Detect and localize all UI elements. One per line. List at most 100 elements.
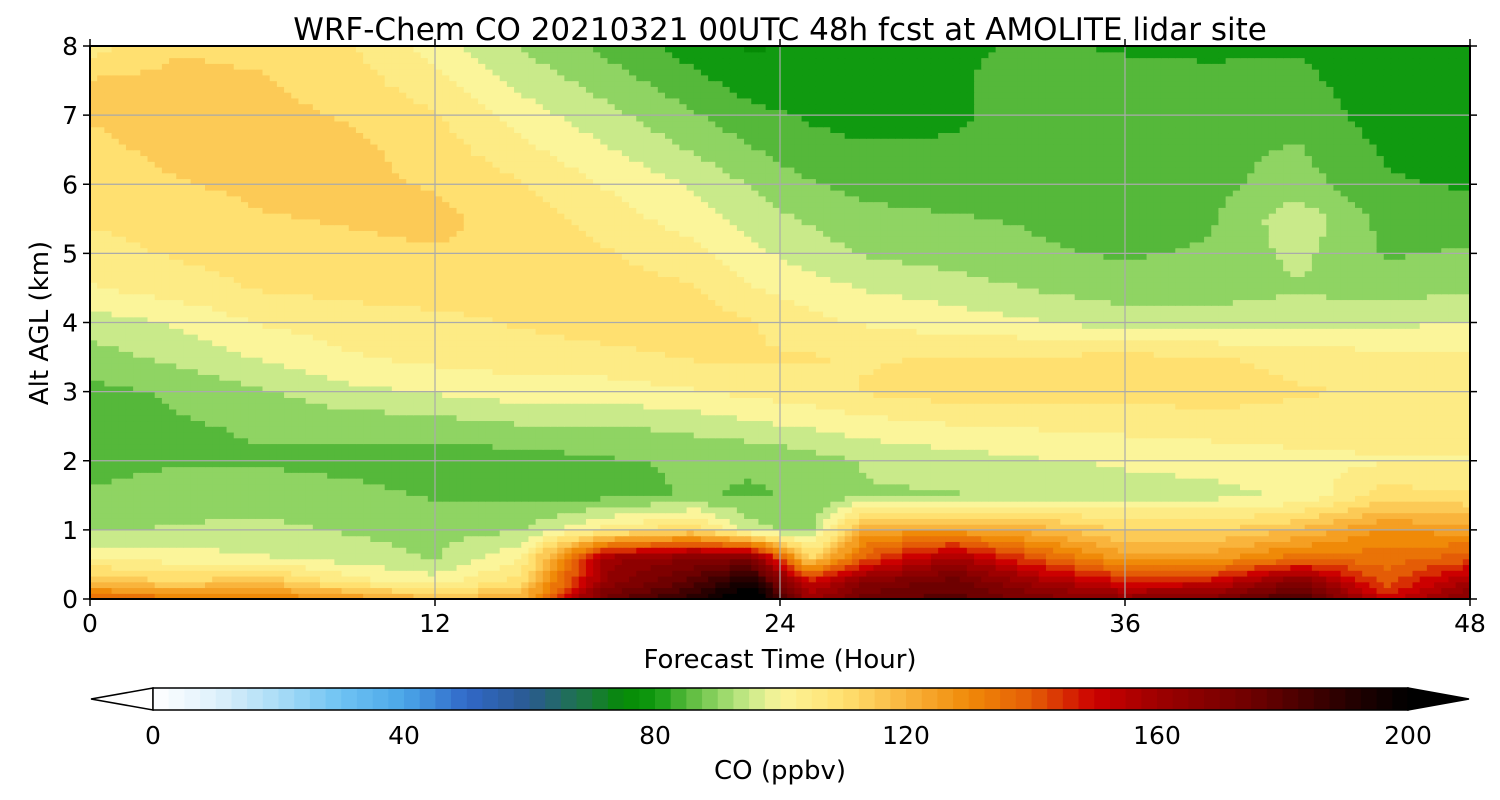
heatmap-cell bbox=[801, 547, 810, 554]
heatmap-cell bbox=[399, 460, 407, 468]
heatmap-cell bbox=[1412, 483, 1421, 491]
heatmap-cell bbox=[233, 449, 242, 456]
heatmap-cell bbox=[1390, 558, 1399, 566]
heatmap-cell bbox=[1031, 501, 1040, 508]
heatmap-cell bbox=[1383, 558, 1392, 566]
heatmap-cell bbox=[291, 581, 300, 589]
heatmap-cell bbox=[140, 587, 149, 594]
heatmap-cell bbox=[952, 558, 961, 566]
heatmap-cell bbox=[1074, 501, 1083, 508]
heatmap-cell bbox=[1297, 581, 1306, 589]
heatmap-cell bbox=[478, 472, 486, 479]
heatmap-cell bbox=[370, 581, 379, 589]
heatmap-cell bbox=[823, 449, 831, 456]
heatmap-cell bbox=[959, 472, 968, 479]
heatmap-cell bbox=[1053, 454, 1061, 462]
heatmap-cell bbox=[564, 512, 573, 519]
heatmap-cell bbox=[161, 460, 170, 468]
heatmap-cell bbox=[154, 501, 163, 508]
heatmap-cell bbox=[593, 506, 601, 514]
heatmap-cell bbox=[291, 524, 300, 531]
heatmap-cell bbox=[499, 541, 508, 548]
heatmap-cell bbox=[1462, 454, 1470, 462]
heatmap-cell bbox=[780, 581, 788, 589]
heatmap-cell bbox=[1319, 593, 1327, 599]
heatmap-cell bbox=[320, 570, 328, 577]
heatmap-cell bbox=[593, 466, 601, 473]
heatmap-cell bbox=[1340, 581, 1349, 589]
heatmap-cell bbox=[1311, 478, 1320, 485]
heatmap-cell bbox=[880, 512, 889, 519]
heatmap-cell bbox=[514, 454, 522, 462]
heatmap-cell bbox=[1462, 501, 1470, 508]
heatmap-cell bbox=[600, 501, 609, 508]
heatmap-cell bbox=[542, 558, 551, 566]
heatmap-cell bbox=[1412, 552, 1421, 560]
heatmap-cell bbox=[521, 564, 530, 571]
heatmap-cell bbox=[1376, 581, 1385, 589]
heatmap-cell bbox=[909, 541, 918, 548]
heatmap-cell bbox=[125, 570, 134, 577]
heatmap-cell bbox=[866, 558, 875, 566]
heatmap-cell bbox=[801, 587, 810, 594]
heatmap-cell bbox=[1074, 564, 1083, 571]
heatmap-cell bbox=[607, 483, 616, 491]
heatmap-cell bbox=[1405, 489, 1414, 496]
heatmap-cell bbox=[248, 575, 256, 583]
heatmap-cell bbox=[291, 489, 300, 496]
heatmap-cell bbox=[672, 524, 680, 531]
heatmap-cell bbox=[1326, 495, 1335, 502]
heatmap-cell bbox=[219, 495, 228, 502]
heatmap-cell bbox=[1362, 512, 1370, 519]
heatmap-cell bbox=[435, 501, 443, 508]
heatmap-cell bbox=[1283, 483, 1291, 491]
heatmap-cell bbox=[830, 518, 839, 525]
heatmap-cell bbox=[636, 518, 645, 525]
heatmap-cell bbox=[1405, 575, 1414, 583]
heatmap-cell bbox=[672, 547, 680, 554]
heatmap-cell bbox=[377, 460, 386, 468]
heatmap-cell bbox=[262, 518, 271, 525]
heatmap-cell bbox=[1304, 593, 1313, 599]
heatmap-cell bbox=[1376, 552, 1385, 560]
heatmap-cell bbox=[320, 454, 328, 462]
heatmap-cell bbox=[125, 587, 134, 594]
heatmap-cell bbox=[815, 541, 824, 548]
heatmap-cell bbox=[470, 541, 479, 548]
heatmap-cell bbox=[959, 518, 968, 525]
heatmap-cell bbox=[966, 587, 975, 594]
heatmap-cell bbox=[262, 506, 271, 514]
heatmap-cell bbox=[1275, 460, 1284, 468]
heatmap-cell bbox=[1117, 478, 1126, 485]
heatmap-cell bbox=[1146, 449, 1155, 456]
heatmap-cell bbox=[1412, 512, 1421, 519]
heatmap-cell bbox=[327, 466, 335, 473]
heatmap-cell bbox=[550, 466, 558, 473]
heatmap-cell bbox=[873, 558, 882, 566]
heatmap-cell bbox=[1017, 564, 1025, 571]
heatmap-cell bbox=[233, 489, 242, 496]
heatmap-cell bbox=[1369, 535, 1378, 542]
heatmap-cell bbox=[1369, 564, 1378, 571]
heatmap-cell bbox=[722, 547, 731, 554]
heatmap-cell bbox=[880, 547, 889, 554]
heatmap-cell bbox=[391, 535, 400, 542]
heatmap-cell bbox=[1283, 541, 1291, 548]
heatmap-cell bbox=[1038, 460, 1047, 468]
heatmap-cell bbox=[514, 460, 522, 468]
heatmap-cell bbox=[413, 558, 422, 566]
heatmap-cell bbox=[1168, 460, 1176, 468]
heatmap-cell bbox=[1045, 518, 1054, 525]
heatmap-cell bbox=[1089, 501, 1097, 508]
heatmap-cell bbox=[197, 454, 206, 462]
heatmap-cell bbox=[550, 564, 558, 571]
heatmap-cell bbox=[284, 506, 292, 514]
heatmap-cell bbox=[284, 466, 292, 473]
heatmap-cell bbox=[413, 524, 422, 531]
heatmap-cell bbox=[981, 587, 990, 594]
heatmap-cell bbox=[248, 552, 256, 560]
heatmap-cell bbox=[1304, 506, 1313, 514]
heatmap-cell bbox=[787, 506, 795, 514]
heatmap-cell bbox=[133, 501, 141, 508]
heatmap-cell bbox=[226, 593, 235, 599]
